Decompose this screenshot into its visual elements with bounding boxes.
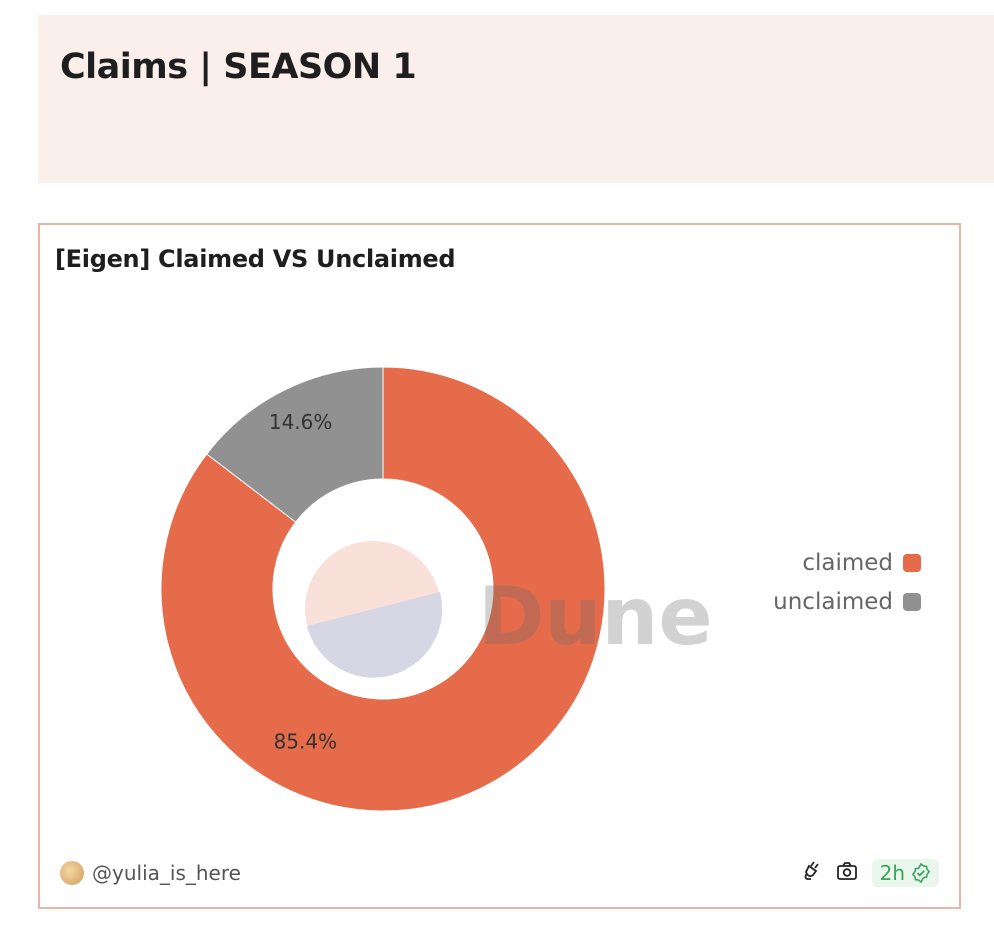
page-title: Claims | SEASON 1 [60, 47, 417, 87]
legend-swatch [903, 553, 921, 572]
data-label-unclaimed: 14.6% [269, 410, 333, 434]
legend-label: unclaimed [773, 588, 893, 615]
freshness-text: 2h [879, 861, 905, 885]
camera-icon[interactable] [836, 861, 858, 885]
watermark-logo-part [307, 592, 443, 678]
plug-icon[interactable] [802, 860, 822, 886]
slice-claimed[interactable] [160, 366, 606, 812]
avatar[interactable] [60, 861, 84, 885]
legend-swatch [903, 592, 921, 611]
legend-item-claimed[interactable]: claimed [773, 543, 921, 582]
chart-title: [Eigen] Claimed VS Unclaimed [55, 245, 456, 273]
dashboard-header: Claims | SEASON 1 [38, 15, 994, 183]
legend: claimed unclaimed [773, 543, 921, 621]
legend-item-unclaimed[interactable]: unclaimed [773, 582, 921, 621]
chart-card: [Eigen] Claimed VS Unclaimed 85.4% 14.6% D… [38, 223, 961, 909]
card-footer: @yulia_is_here 2h [60, 857, 939, 889]
slice-unclaimed[interactable] [206, 366, 384, 523]
donut-chart: 85.4% 14.6% Dune [160, 366, 713, 812]
check-badge-icon [911, 863, 931, 883]
author-link[interactable]: @yulia_is_here [92, 861, 241, 885]
legend-label: claimed [802, 549, 893, 576]
freshness-badge[interactable]: 2h [871, 859, 939, 887]
watermark-text: Dune [478, 570, 713, 663]
data-label-claimed: 85.4% [274, 729, 338, 753]
